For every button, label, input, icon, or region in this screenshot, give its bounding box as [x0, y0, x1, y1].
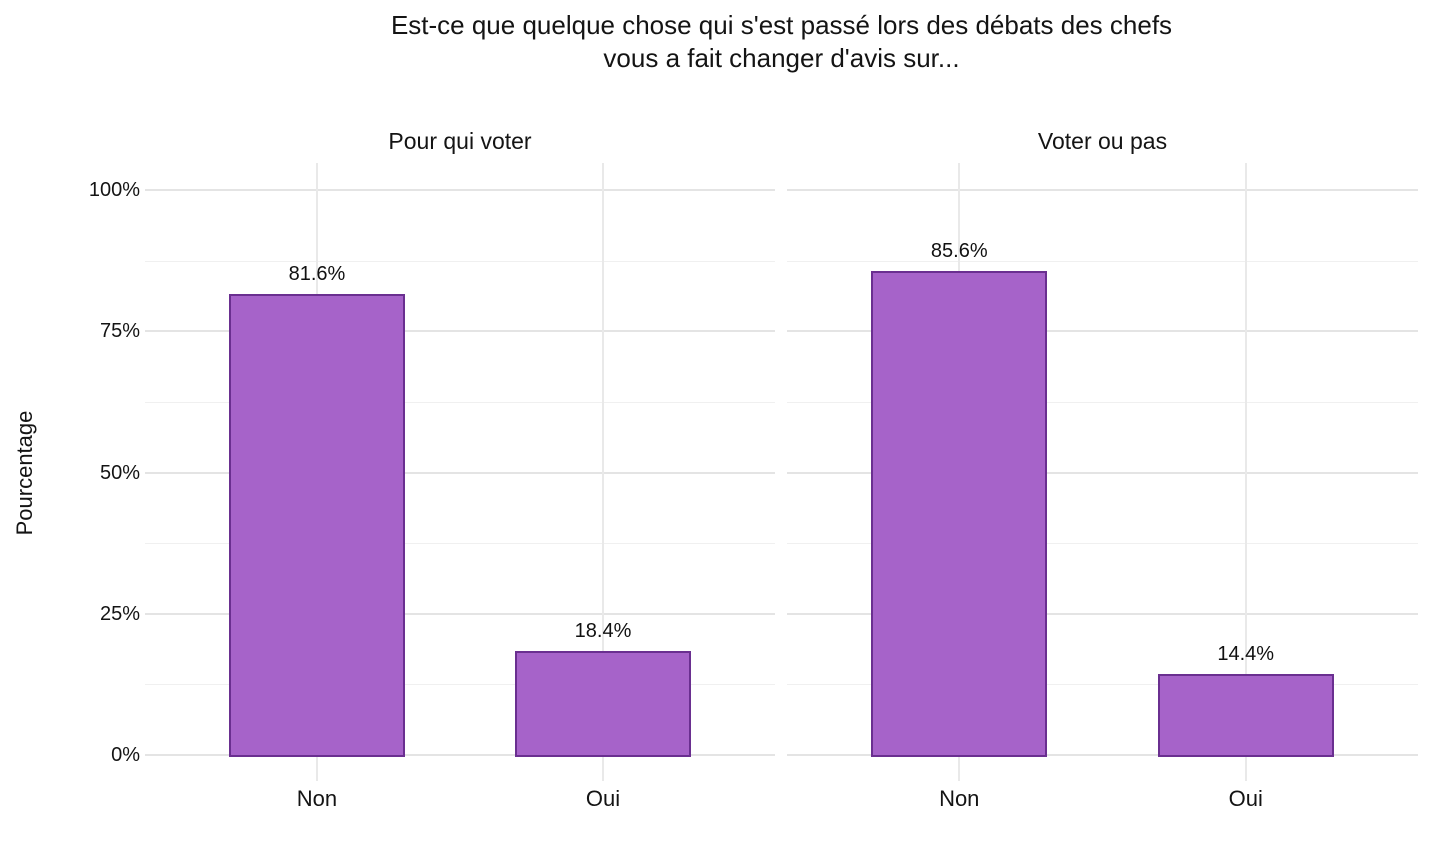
chart-title-line2: vous a fait changer d'avis sur... [603, 43, 960, 73]
gridline-major [145, 471, 775, 474]
gridline-minor [787, 684, 1418, 685]
bar-value-label: 81.6% [288, 262, 346, 285]
y-axis-tick-label: 0% [111, 744, 140, 766]
gridline-vertical [1244, 163, 1247, 757]
chart-title: Est-ce que quelque chose qui s'est passé… [145, 9, 1418, 75]
gridline-major [145, 189, 775, 191]
gridline-major [787, 330, 1418, 333]
bar-value-label: 85.6% [930, 240, 988, 263]
gridline-major [787, 754, 1418, 756]
bar-value-label: 18.4% [574, 620, 632, 643]
gridline-major [145, 612, 775, 615]
gridline-major [787, 189, 1418, 191]
x-axis-label: Oui [1228, 786, 1263, 811]
gridline-minor [145, 261, 775, 262]
gridline-major [787, 612, 1418, 615]
x-axis-label: Non [939, 786, 980, 811]
gridline-minor [145, 543, 775, 544]
x-axis-tick [958, 757, 961, 781]
x-axis-tick [315, 757, 318, 781]
x-axis-tick [1244, 757, 1247, 781]
gridline-major [145, 754, 775, 756]
x-axis-tick [602, 757, 604, 781]
y-axis-tick-label: 50% [99, 461, 140, 484]
bar-value-label: 14.4% [1217, 642, 1275, 665]
gridline-minor [145, 684, 775, 685]
gridline-major [787, 471, 1418, 474]
x-axis-label: Oui [585, 786, 621, 811]
gridline-vertical [602, 163, 604, 757]
facet-title: Pour qui voter [388, 128, 532, 154]
y-axis-tick-label: 75% [99, 320, 140, 343]
gridline-minor [145, 402, 775, 403]
gridline-minor [787, 543, 1418, 544]
chart-title-line1: Est-ce que quelque chose qui s'est passé… [390, 10, 1173, 40]
gridline-major [145, 330, 775, 333]
bar [1157, 673, 1334, 757]
x-axis-label: Non [296, 786, 338, 811]
y-axis-tick-label: 25% [99, 602, 140, 625]
bar [871, 271, 1048, 757]
gridline-minor [787, 402, 1418, 403]
y-axis-tick-label: 100% [88, 179, 140, 201]
gridline-minor [787, 261, 1418, 262]
bar [515, 651, 691, 757]
bar [228, 293, 405, 757]
facet-title: Voter ou pas [1037, 128, 1168, 154]
